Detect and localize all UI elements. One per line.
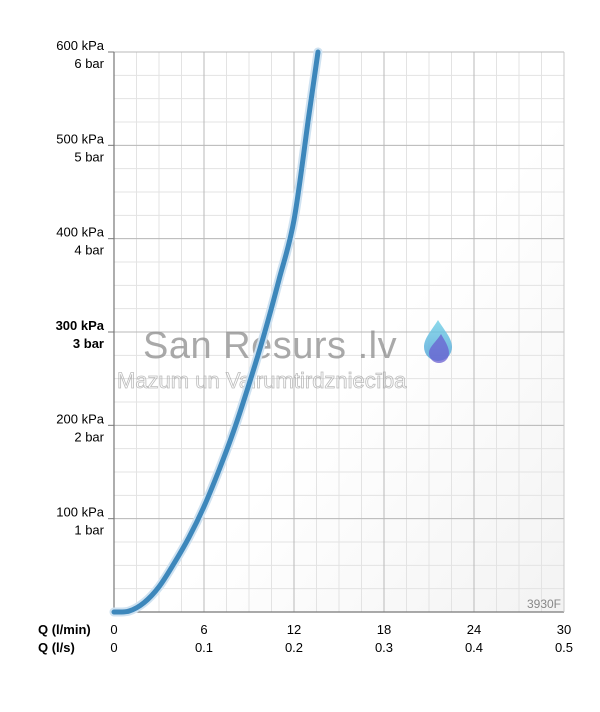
x-tick-label-lmin: 0	[110, 622, 117, 637]
y-tick-label-kpa: 600 kPa	[56, 38, 104, 53]
y-tick-label-bar: 4 bar	[74, 243, 104, 258]
x-tick-label-ls: 0.5	[555, 640, 573, 655]
y-tick-label-bar: 5 bar	[74, 149, 104, 164]
x-tick-label-ls: 0	[110, 640, 117, 655]
x-tick-label-ls: 0.2	[285, 640, 303, 655]
watermark-title: San Resurs .lv	[143, 325, 397, 367]
x-axis-unit-secondary: Q (l/s)	[38, 640, 75, 655]
x-tick-label-lmin: 24	[467, 622, 481, 637]
y-tick-label-kpa: 200 kPa	[56, 411, 104, 426]
y-tick-label-kpa: 100 kPa	[56, 505, 104, 520]
model-label: 3930F	[527, 597, 561, 611]
x-tick-label-ls: 0.1	[195, 640, 213, 655]
y-tick-label-kpa: 300 kPa	[56, 318, 105, 333]
x-axis-unit-primary: Q (l/min)	[38, 622, 91, 637]
x-tick-label-lmin: 12	[287, 622, 301, 637]
watermark: San Resurs .lv Mazum un Vairumtirdzniecī…	[117, 320, 452, 393]
y-tick-label-bar: 1 bar	[74, 523, 104, 538]
water-drop-icon	[424, 320, 452, 363]
x-tick-label-lmin: 30	[557, 622, 571, 637]
y-tick-label-kpa: 500 kPa	[56, 131, 104, 146]
y-tick-label-bar: 3 bar	[73, 336, 104, 351]
x-tick-label-ls: 0.4	[465, 640, 483, 655]
y-tick-label-bar: 2 bar	[74, 429, 104, 444]
series-curve	[109, 47, 323, 617]
x-axis-labels: 0 0 6 0.1 12 0.2 18 0.3 24 0.4 30 0.5	[110, 622, 573, 655]
x-tick-label-lmin: 6	[200, 622, 207, 637]
y-tick-label-kpa: 400 kPa	[56, 225, 104, 240]
series-line	[111, 49, 321, 615]
x-tick-label-lmin: 18	[377, 622, 391, 637]
x-tick-label-ls: 0.3	[375, 640, 393, 655]
y-axis-labels: 100 kPa 1 bar 200 kPa 2 bar 300 kPa 3 bar 400 …	[56, 38, 105, 538]
axes	[108, 51, 565, 613]
watermark-subtitle: Mazum un Vairumtirdzniecība	[117, 368, 407, 393]
y-tick-label-bar: 6 bar	[74, 56, 104, 71]
